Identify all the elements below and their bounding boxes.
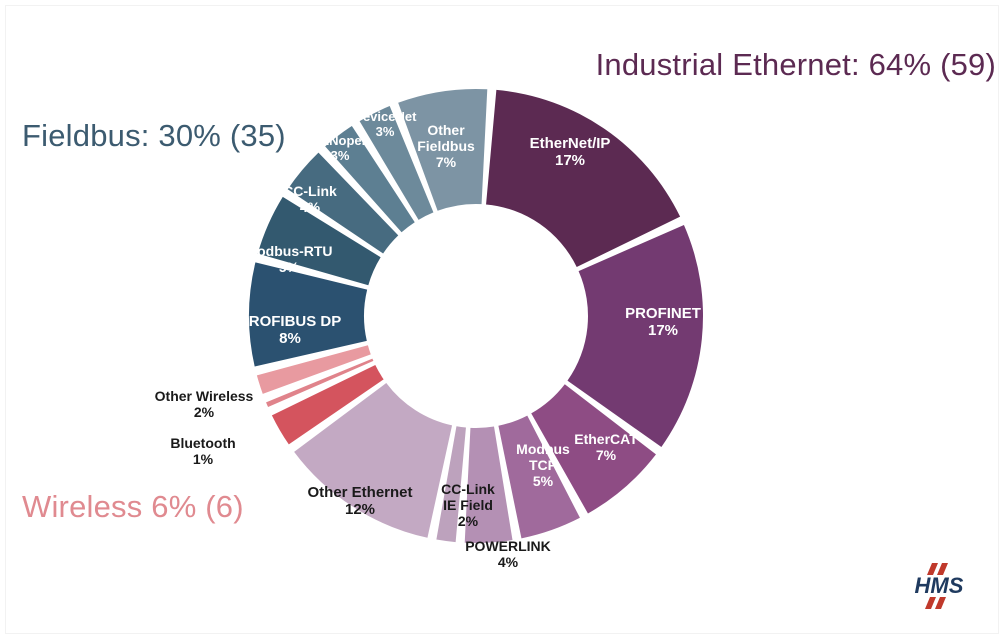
donut-slice[interactable] [498, 415, 580, 539]
donut-slice[interactable] [257, 196, 381, 286]
group-title-industrial-ethernet: Industrial Ethernet: 64% (59) [595, 47, 996, 82]
donut-slice[interactable] [266, 358, 374, 408]
donut-slice[interactable] [248, 262, 368, 367]
donut-slice[interactable] [486, 89, 681, 267]
donut-slice-group [248, 89, 703, 543]
group-title-wireless: Wireless 6% (6) [22, 489, 244, 524]
donut-slice[interactable] [531, 384, 656, 514]
donut-slice[interactable] [325, 125, 415, 233]
hms-logo-accent-top [927, 563, 948, 575]
donut-slice[interactable] [398, 89, 488, 211]
hms-logo-accent-bottom [925, 597, 946, 609]
donut-slice[interactable] [567, 224, 703, 448]
hms-logo-text: HMS [915, 573, 964, 598]
donut-slice[interactable] [464, 426, 513, 543]
donut-slice[interactable] [359, 106, 434, 220]
donut-slice[interactable] [287, 152, 399, 254]
donut-slice[interactable] [436, 426, 466, 543]
group-title-fieldbus: Fieldbus: 30% (35) [22, 118, 286, 153]
donut-slice[interactable] [294, 383, 453, 538]
donut-slice[interactable] [271, 365, 384, 445]
donut-slice[interactable] [256, 345, 371, 394]
hms-logo: HMS [915, 563, 964, 609]
